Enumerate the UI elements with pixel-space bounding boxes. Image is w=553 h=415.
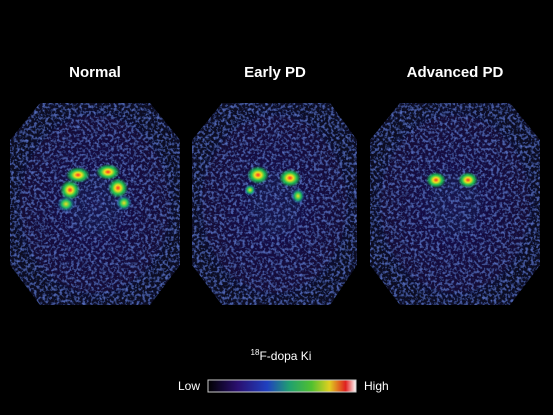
colorbar-high: High — [364, 379, 389, 393]
scan-early-pd — [192, 103, 357, 305]
colorbar-title: 18F-dopa Ki — [251, 348, 312, 363]
panel-label: Early PD — [244, 64, 306, 81]
scan-advanced-pd — [370, 103, 540, 305]
scan-normal — [10, 103, 180, 305]
colorbar-title-main: F-dopa Ki — [259, 349, 311, 363]
colorbar-title-sup: 18 — [251, 348, 260, 357]
colorbar — [207, 379, 357, 393]
panel-label: Normal — [69, 64, 121, 81]
colorbar-low: Low — [178, 379, 200, 393]
panel-label: Advanced PD — [407, 64, 504, 81]
